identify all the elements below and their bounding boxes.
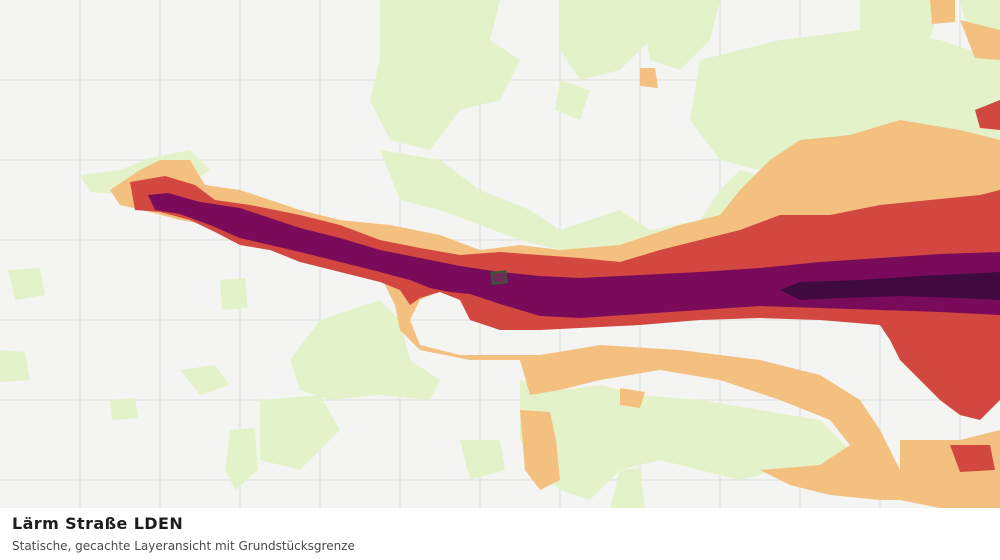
noise-zone-extreme xyxy=(780,272,1000,300)
legend-panel: Lärm Straße LDEN Statische, gecachte Lay… xyxy=(0,508,1000,560)
parcel-boundary[interactable] xyxy=(490,270,508,285)
layer-title: Lärm Straße LDEN xyxy=(12,514,184,533)
noise-zone-very-high xyxy=(148,193,1000,318)
layer-subtitle: Statische, gecachte Layeransicht mit Gru… xyxy=(12,539,355,553)
